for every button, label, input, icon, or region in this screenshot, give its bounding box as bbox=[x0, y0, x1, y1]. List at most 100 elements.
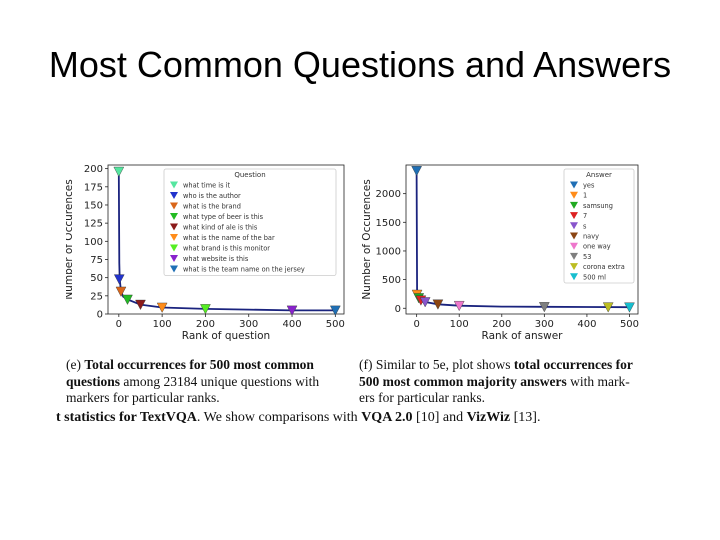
legend-entry: corona extra bbox=[583, 263, 625, 271]
x-tick-label: 500 bbox=[326, 319, 345, 330]
legend-entry: what is the brand bbox=[183, 203, 241, 211]
legend-marker bbox=[570, 201, 578, 209]
caption-text: with mark- bbox=[566, 373, 630, 389]
y-tick-label: 125 bbox=[84, 219, 103, 230]
y-tick-label: 75 bbox=[90, 255, 103, 266]
y-tick-label: 50 bbox=[90, 273, 103, 284]
legend-marker bbox=[570, 263, 578, 271]
legend-marker bbox=[170, 202, 178, 210]
plot-frame bbox=[405, 164, 639, 315]
legend-entry: what kind of ale is this bbox=[183, 224, 258, 232]
legend-title: Question bbox=[234, 171, 265, 179]
y-tick-label: 150 bbox=[84, 200, 103, 211]
legend-entry: what brand is this monitor bbox=[183, 245, 270, 253]
legend-marker bbox=[170, 181, 178, 189]
rank-marker bbox=[135, 299, 146, 310]
caption-left: (e) Total occurrences for 500 most commo… bbox=[66, 357, 348, 407]
caption-text: (e) bbox=[66, 357, 85, 372]
legend-entry: what time is it bbox=[183, 182, 230, 190]
caption-bold-text: questions bbox=[66, 373, 121, 389]
rank-marker bbox=[432, 299, 444, 310]
caption-right-line: (f) Similar to 5e, plot shows total occu… bbox=[359, 357, 649, 374]
legend-marker bbox=[570, 191, 578, 199]
legend-entry: what website is this bbox=[183, 255, 249, 263]
legend-entry: 53 bbox=[583, 253, 591, 261]
legend-marker bbox=[570, 242, 578, 250]
rank-marker bbox=[115, 286, 127, 297]
legend-title: Answer bbox=[586, 171, 612, 179]
plot-frame bbox=[107, 164, 345, 315]
x-tick-label: 0 bbox=[413, 319, 419, 330]
legend-entry: navy bbox=[583, 233, 599, 241]
y-tick-label: 2000 bbox=[376, 189, 401, 200]
x-tick-label: 100 bbox=[153, 319, 172, 330]
legend-entry: 1 bbox=[583, 192, 587, 200]
caption-left-line: questions among 23184 unique questions w… bbox=[66, 374, 348, 391]
legend-entry: 7 bbox=[583, 212, 587, 220]
caption-bold-text: Total occurrences for 500 most common bbox=[84, 357, 314, 372]
caption-text: [10] and bbox=[412, 410, 467, 425]
legend-box bbox=[563, 168, 635, 284]
caption-text: among 23184 unique questions with bbox=[120, 373, 320, 389]
caption-bold-text: total occurrences for bbox=[513, 357, 633, 372]
caption-bold-text: t statistics for TextVQA bbox=[56, 410, 197, 425]
legend-marker bbox=[170, 234, 178, 241]
legend-entry: yes bbox=[583, 182, 595, 190]
y-tick-label: 100 bbox=[84, 237, 103, 248]
legend-marker bbox=[570, 222, 578, 230]
y-tick-label: 25 bbox=[90, 291, 103, 302]
rank-marker bbox=[122, 294, 133, 305]
y-axis-label: Number of Occurences bbox=[66, 179, 75, 299]
y-tick-label: 200 bbox=[84, 164, 103, 175]
x-tick-label: 0 bbox=[116, 319, 122, 330]
caption-text: [13]. bbox=[510, 410, 541, 425]
x-tick-label: 200 bbox=[492, 319, 511, 330]
rank-marker bbox=[602, 302, 614, 313]
legend-entry: what is the team name on the jersey bbox=[183, 266, 305, 274]
legend-marker bbox=[170, 244, 178, 252]
rank-marker bbox=[624, 302, 635, 313]
rank-marker bbox=[419, 297, 431, 308]
x-axis-label: Rank of question bbox=[182, 330, 270, 342]
x-tick-label: 500 bbox=[620, 319, 639, 330]
caption-left-line: markers for particular ranks. bbox=[66, 390, 220, 405]
legend-entry: who is the author bbox=[183, 192, 241, 200]
legend-entry: what is the name of the bar bbox=[183, 234, 275, 242]
y-tick-label: 0 bbox=[97, 310, 103, 321]
y-tick-label: 1000 bbox=[376, 246, 401, 257]
rank-marker bbox=[411, 166, 422, 177]
figure-caption: t statistics for TextVQA. We show compar… bbox=[56, 410, 540, 426]
caption-left-line: (e) Total occurrences for 500 most commo… bbox=[66, 357, 348, 374]
legend-marker bbox=[170, 265, 178, 273]
legend-marker bbox=[170, 213, 178, 220]
legend-marker bbox=[170, 192, 178, 199]
y-tick-label: 500 bbox=[382, 275, 401, 286]
legend-entry: samsung bbox=[583, 202, 613, 210]
y-tick-label: 175 bbox=[84, 182, 103, 193]
caption-bold-text: VizWiz bbox=[466, 410, 511, 425]
x-tick-label: 400 bbox=[577, 319, 596, 330]
rank-marker bbox=[286, 305, 298, 316]
caption-bold-text: 500 most common majority answers bbox=[359, 373, 567, 389]
figure: 0 100 200 300 400 500 0 25 50 75 100 125 150 175 200 Ra… bbox=[56, 155, 656, 445]
legend-marker bbox=[570, 232, 578, 240]
legend-marker bbox=[570, 181, 578, 189]
legend-marker bbox=[170, 255, 178, 262]
caption-text: (f) Similar to 5e, plot shows bbox=[359, 357, 514, 372]
rank-marker bbox=[330, 305, 341, 316]
y-tick-label: 0 bbox=[395, 304, 401, 315]
legend-entry: 500 ml bbox=[583, 273, 606, 281]
rank-marker bbox=[200, 304, 211, 315]
x-tick-label: 300 bbox=[239, 319, 258, 330]
y-tick-label: 1500 bbox=[376, 218, 401, 229]
rank-marker bbox=[453, 300, 465, 312]
x-tick-label: 200 bbox=[196, 319, 215, 330]
rank-marker bbox=[113, 166, 125, 177]
rank-marker bbox=[539, 302, 550, 313]
legend-marker bbox=[570, 212, 578, 220]
rank-marker bbox=[156, 302, 168, 313]
caption-bold-text: VQA 2.0 bbox=[361, 410, 413, 425]
question-rank-chart: 0 100 200 300 400 5000255075100125150175200Ra… bbox=[66, 164, 345, 342]
rank-marker bbox=[113, 274, 125, 285]
caption-text: . We show comparisons with bbox=[196, 410, 362, 425]
